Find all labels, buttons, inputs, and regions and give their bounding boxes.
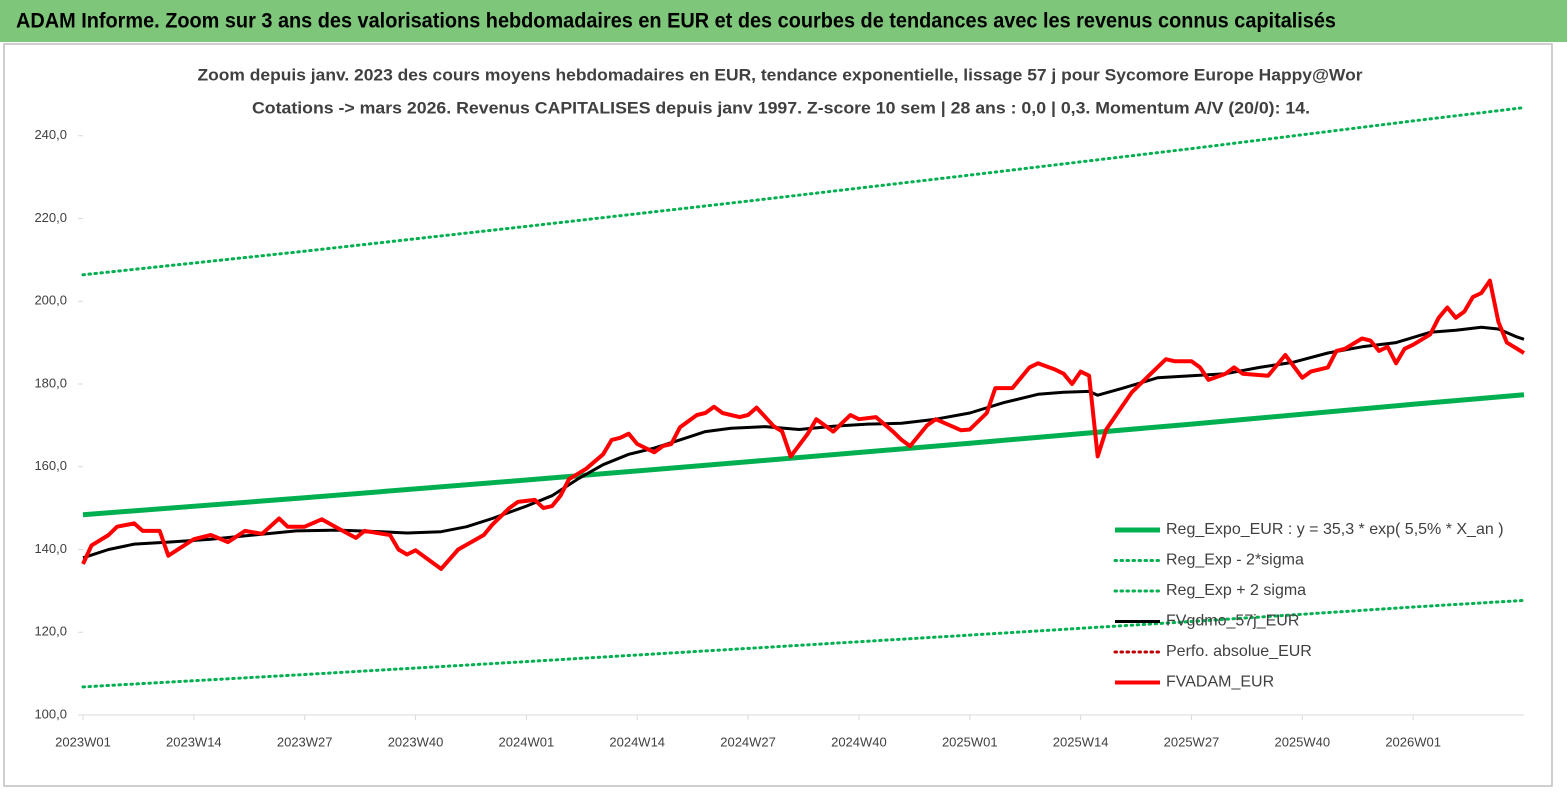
x-tick-label: 2023W14 (166, 734, 222, 749)
title-banner (0, 0, 1567, 42)
legend-label: FVADAM_EUR (1166, 674, 1274, 691)
legend-label: FVgdmo_57j_EUR (1166, 613, 1299, 630)
x-tick-label: 2025W14 (1053, 734, 1109, 749)
x-tick-label: 2024W27 (720, 734, 776, 749)
legend-label: Reg_Exp - 2*sigma (1166, 552, 1304, 569)
series-line (82, 392, 1525, 518)
x-tick-label: 2025W01 (942, 734, 998, 749)
page-title: ADAM Informe. Zoom sur 3 ans des valoris… (16, 10, 1336, 33)
chart-subtitle: Cotations -> mars 2026. Revenus CAPITALI… (252, 98, 1310, 117)
y-tick-label: 100,0 (34, 706, 67, 721)
series-line (81, 278, 1526, 571)
x-tick-label: 2025W27 (1164, 734, 1220, 749)
x-tick-label: 2023W01 (55, 734, 111, 749)
x-tick-label: 2026W01 (1385, 734, 1441, 749)
x-tick-label: 2024W14 (609, 734, 665, 749)
y-tick-label: 240,0 (34, 127, 67, 142)
legend-label: Perfo. absolue_EUR (1166, 643, 1312, 660)
x-tick-label: 2024W40 (831, 734, 887, 749)
series-line (81, 598, 1526, 689)
y-tick-label: 120,0 (34, 624, 67, 639)
series-line (81, 106, 1526, 277)
legend-label: Reg_Expo_EUR : y = 35,3 * exp( 5,5% * X_… (1166, 521, 1504, 538)
chart-subtitle: Zoom depuis janv. 2023 des cours moyens … (198, 65, 1363, 84)
legend-label: Reg_Exp + 2 sigma (1166, 582, 1306, 599)
x-tick-label: 2023W27 (277, 734, 333, 749)
chart-border (3, 43, 1553, 787)
y-tick-label: 160,0 (34, 458, 67, 473)
y-tick-label: 140,0 (34, 541, 67, 556)
x-tick-label: 2024W01 (499, 734, 555, 749)
y-tick-label: 220,0 (34, 210, 67, 225)
x-tick-label: 2025W40 (1274, 734, 1330, 749)
y-tick-label: 200,0 (34, 293, 67, 308)
y-tick-label: 180,0 (34, 375, 67, 390)
x-tick-label: 2023W40 (388, 734, 444, 749)
